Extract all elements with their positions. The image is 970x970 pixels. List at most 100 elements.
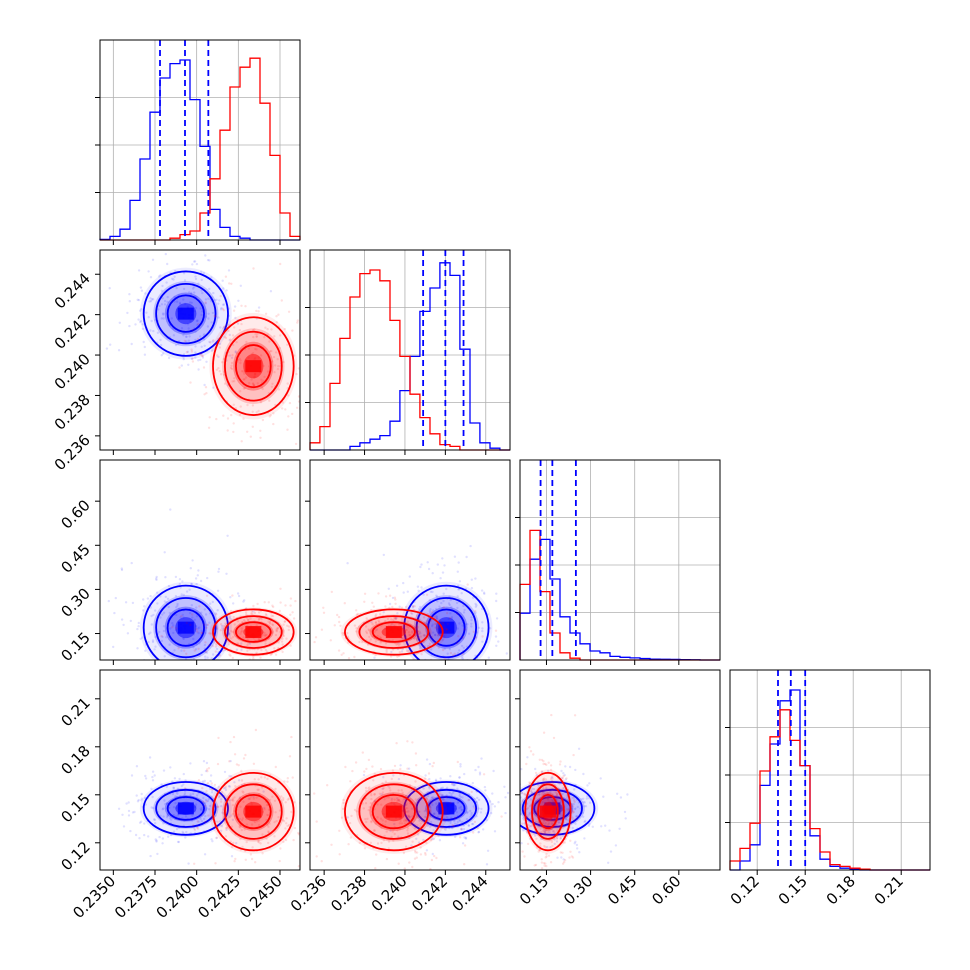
sample-point bbox=[254, 332, 257, 336]
sample-point bbox=[220, 829, 223, 832]
sample-point bbox=[243, 372, 246, 375]
sample-point bbox=[417, 833, 420, 836]
sample-point bbox=[537, 850, 540, 853]
sample-point bbox=[418, 819, 421, 822]
sample-point bbox=[180, 593, 183, 596]
sample-point bbox=[202, 271, 205, 275]
sample-point bbox=[217, 316, 220, 319]
sample-point bbox=[289, 613, 292, 616]
sample-point bbox=[208, 693, 210, 695]
sample-point bbox=[206, 799, 210, 803]
sample-point bbox=[353, 624, 357, 627]
sample-point bbox=[176, 604, 179, 607]
y-tick-label: 0.15 bbox=[57, 629, 93, 665]
sample-point bbox=[221, 626, 224, 630]
sample-point bbox=[230, 845, 234, 849]
sample-point bbox=[175, 627, 178, 630]
sample-point bbox=[257, 618, 261, 621]
sample-point bbox=[194, 275, 197, 278]
sample-point bbox=[497, 640, 500, 643]
sample-point bbox=[203, 623, 206, 626]
sample-point bbox=[415, 639, 419, 642]
sample-point bbox=[154, 822, 157, 825]
sample-point bbox=[355, 609, 358, 612]
sample-point bbox=[429, 590, 433, 593]
sample-point bbox=[362, 773, 366, 777]
sample-point bbox=[561, 776, 565, 779]
sample-point bbox=[367, 629, 371, 632]
sample-point bbox=[160, 783, 163, 786]
sample-point bbox=[417, 632, 420, 636]
sample-point bbox=[165, 816, 169, 819]
sample-point bbox=[182, 358, 185, 361]
sample-point bbox=[244, 611, 248, 614]
sample-point bbox=[505, 843, 507, 845]
sample-point bbox=[608, 829, 611, 832]
sample-point bbox=[418, 797, 422, 800]
sample-point bbox=[296, 321, 299, 324]
sample-point bbox=[382, 839, 385, 842]
contour-line bbox=[403, 584, 490, 660]
sample-point bbox=[264, 613, 268, 616]
sample-point bbox=[195, 582, 198, 586]
sample-point bbox=[539, 827, 542, 830]
sample-point bbox=[267, 830, 270, 833]
sample-point bbox=[564, 778, 567, 781]
sample-point bbox=[456, 787, 459, 790]
sample-point bbox=[430, 674, 432, 676]
sample-point bbox=[292, 838, 295, 842]
sample-point bbox=[549, 861, 553, 864]
panel-content bbox=[117, 728, 300, 868]
sample-point bbox=[395, 616, 398, 620]
sample-point bbox=[571, 809, 574, 812]
sample-point bbox=[149, 300, 153, 303]
sample-point bbox=[408, 836, 411, 840]
sample-point bbox=[456, 760, 459, 764]
sample-point bbox=[355, 630, 358, 633]
sample-point bbox=[279, 601, 282, 604]
sample-point bbox=[204, 641, 207, 644]
sample-point bbox=[240, 779, 244, 782]
sample-point bbox=[442, 592, 445, 595]
sample-point bbox=[152, 329, 155, 333]
sample-point bbox=[419, 635, 423, 638]
sample-point bbox=[222, 624, 225, 628]
sample-point bbox=[203, 333, 206, 336]
sample-point bbox=[118, 321, 122, 324]
sample-point bbox=[255, 411, 258, 414]
sample-point bbox=[178, 301, 182, 305]
sample-point bbox=[302, 629, 304, 631]
sample-point bbox=[159, 343, 163, 347]
sample-point bbox=[224, 336, 228, 340]
sample-point bbox=[414, 780, 417, 783]
sample-point bbox=[277, 313, 280, 316]
sample-point bbox=[413, 827, 417, 830]
sample-point bbox=[276, 367, 280, 371]
sample-point bbox=[480, 807, 483, 811]
sample-point bbox=[252, 795, 255, 798]
sample-point bbox=[191, 675, 193, 677]
sample-point bbox=[204, 632, 207, 635]
sample-point bbox=[376, 816, 379, 819]
sample-point bbox=[166, 814, 169, 817]
sample-point bbox=[197, 647, 200, 650]
sample-point bbox=[429, 838, 433, 842]
sample-point bbox=[166, 814, 169, 817]
sample-point bbox=[192, 824, 195, 827]
sample-point bbox=[257, 788, 260, 791]
sample-point bbox=[129, 829, 132, 833]
sample-point bbox=[449, 664, 451, 666]
sample-point bbox=[462, 604, 465, 608]
sample-point bbox=[207, 689, 209, 691]
sample-point bbox=[211, 311, 215, 315]
sample-point bbox=[246, 403, 249, 407]
sample-point bbox=[268, 365, 271, 368]
sample-point bbox=[475, 800, 478, 803]
sample-point bbox=[148, 756, 152, 759]
sample-point bbox=[517, 769, 519, 771]
sample-point bbox=[193, 260, 197, 263]
sample-point bbox=[388, 602, 392, 606]
sample-point bbox=[429, 820, 433, 824]
sample-point bbox=[573, 788, 576, 791]
sample-point bbox=[190, 662, 192, 664]
